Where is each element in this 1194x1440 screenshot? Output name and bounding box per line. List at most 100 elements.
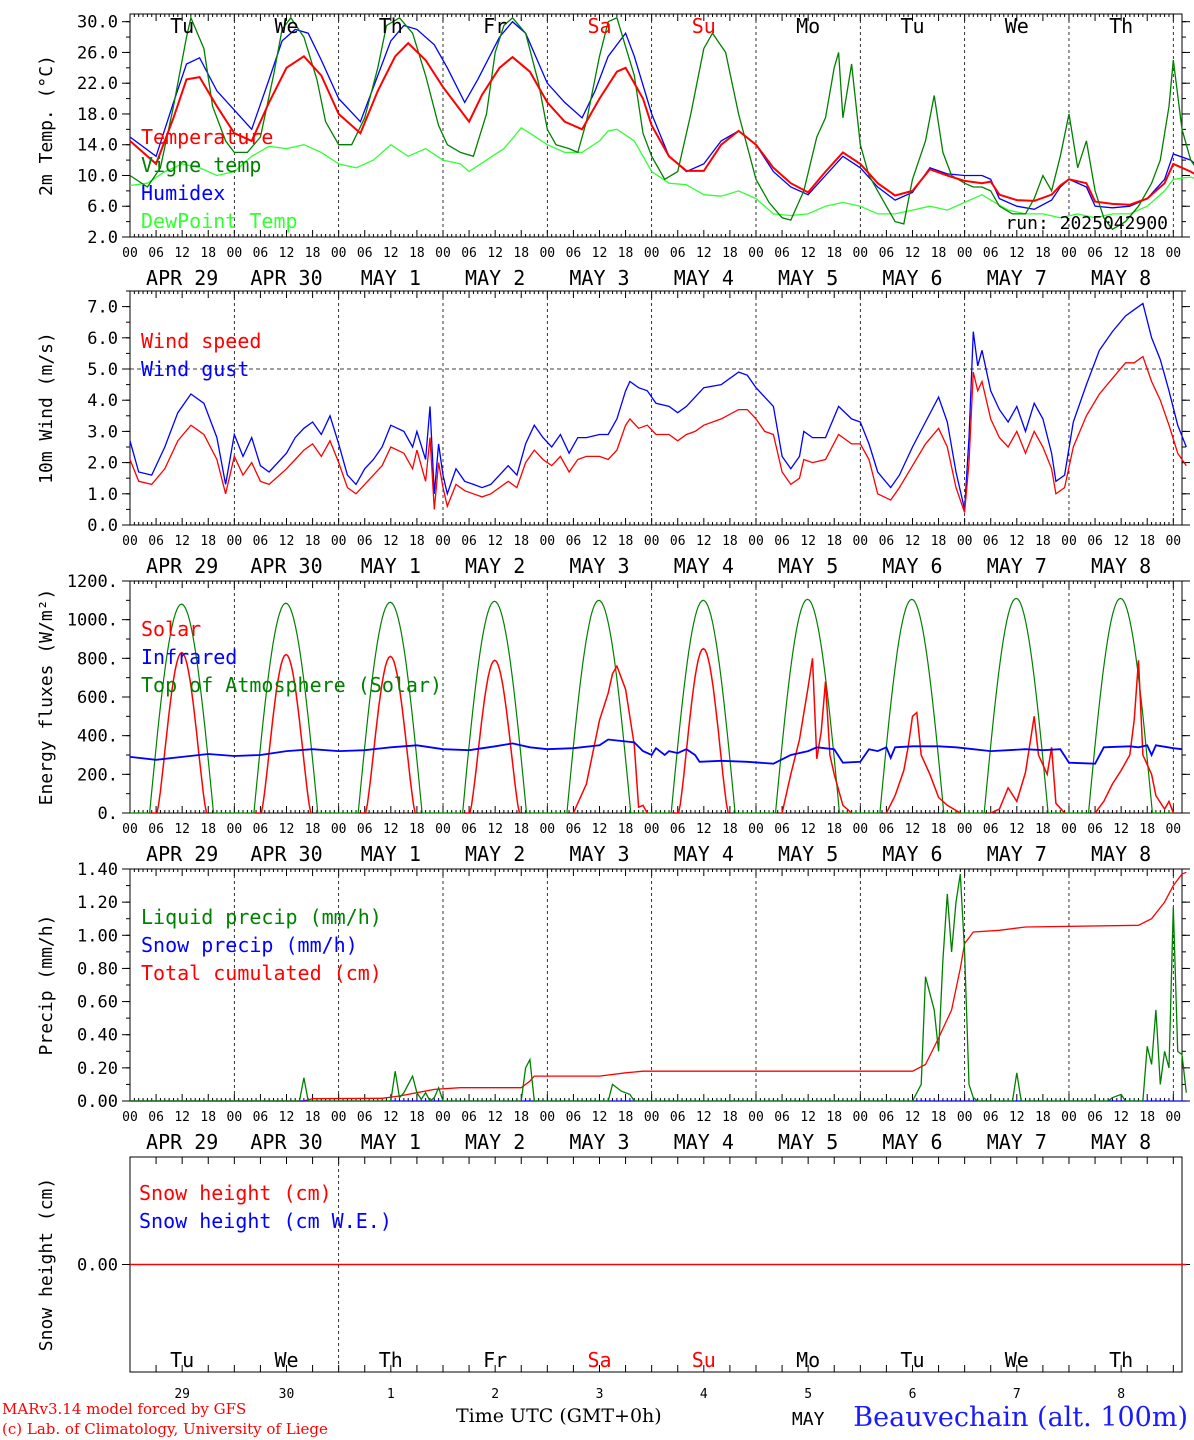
hour-tick-label: 12 xyxy=(905,822,921,837)
day-number-label: 7 xyxy=(1013,1387,1021,1402)
y-axis-label: 10m Wind (m/s) xyxy=(36,332,57,484)
y-tick-label: 30.0 xyxy=(77,13,118,33)
series-top-of-atmosphere xyxy=(130,597,1174,814)
dow-label-bottom: Tu xyxy=(170,1348,194,1372)
day-number-label: 8 xyxy=(1117,1387,1125,1402)
hour-tick-label: 00 xyxy=(957,534,973,549)
hour-tick-label: 18 xyxy=(305,534,321,549)
y-tick-label: 22.0 xyxy=(77,74,118,94)
hour-tick-label: 00 xyxy=(748,822,764,837)
hour-tick-label: 00 xyxy=(1165,534,1181,549)
series-liquid-precip-mm-h xyxy=(130,873,1187,1102)
dow-label-top: We xyxy=(274,14,298,38)
hour-tick-label: 00 xyxy=(539,822,555,837)
date-label: APR 30 xyxy=(250,266,322,290)
day-number-label: 3 xyxy=(596,1387,604,1402)
date-label: MAY 8 xyxy=(1091,266,1151,290)
date-label: APR 29 xyxy=(146,554,218,578)
hour-tick-label: 00 xyxy=(227,534,243,549)
hour-tick-label: 12 xyxy=(905,1110,921,1125)
hour-tick-label: 00 xyxy=(122,1110,138,1125)
hour-tick-label: 18 xyxy=(1139,822,1155,837)
hour-tick-label: 06 xyxy=(357,246,373,261)
credit-model: MARv3.14 model forced by GFS xyxy=(2,1400,247,1418)
hour-tick-label: 18 xyxy=(409,246,425,261)
hour-tick-label: 06 xyxy=(774,246,790,261)
dow-label-bottom: We xyxy=(1005,1348,1029,1372)
series-total-cumulated-cm xyxy=(130,871,1187,1102)
hour-tick-label: 00 xyxy=(227,246,243,261)
hour-tick-label: 12 xyxy=(800,534,816,549)
hour-tick-label: 12 xyxy=(905,534,921,549)
hour-tick-label: 12 xyxy=(696,534,712,549)
hour-tick-label: 18 xyxy=(200,534,216,549)
hour-tick-label: 18 xyxy=(1139,1110,1155,1125)
hour-tick-label: 12 xyxy=(800,822,816,837)
date-label: MAY 8 xyxy=(1091,842,1151,866)
time-axis-label: Time UTC (GMT+0h) xyxy=(456,1405,662,1427)
hour-tick-label: 12 xyxy=(279,534,295,549)
dow-label-top: Su xyxy=(692,14,716,38)
hour-tick-label: 12 xyxy=(383,822,399,837)
hour-tick-label: 12 xyxy=(1113,534,1129,549)
hour-tick-label: 18 xyxy=(618,534,634,549)
y-tick-label: 800. xyxy=(77,649,118,669)
date-label: MAY 1 xyxy=(361,266,421,290)
hour-tick-label: 00 xyxy=(644,822,660,837)
hour-tick-label: 12 xyxy=(1113,246,1129,261)
hour-tick-label: 06 xyxy=(983,534,999,549)
date-label: MAY 1 xyxy=(361,842,421,866)
hour-tick-label: 12 xyxy=(1009,534,1025,549)
hour-tick-label: 12 xyxy=(279,246,295,261)
hour-tick-label: 12 xyxy=(487,822,503,837)
hour-tick-label: 06 xyxy=(983,1110,999,1125)
hour-tick-label: 06 xyxy=(253,534,269,549)
hour-tick-label: 18 xyxy=(513,246,529,261)
panel-frame xyxy=(129,868,1183,1102)
hour-tick-label: 06 xyxy=(1087,1110,1103,1125)
date-label: MAY 4 xyxy=(674,842,734,866)
hour-tick-label: 18 xyxy=(826,534,842,549)
date-label: MAY 5 xyxy=(778,1130,838,1154)
hour-tick-label: 00 xyxy=(852,246,868,261)
hour-tick-label: 12 xyxy=(1009,822,1025,837)
date-label: MAY 2 xyxy=(465,842,525,866)
hour-tick-label: 12 xyxy=(279,1110,295,1125)
hour-tick-label: 06 xyxy=(670,1110,686,1125)
date-label: MAY 1 xyxy=(361,554,421,578)
hour-tick-label: 00 xyxy=(644,534,660,549)
hour-tick-label: 06 xyxy=(670,246,686,261)
hour-tick-label: 00 xyxy=(957,1110,973,1125)
hour-tick-label: 12 xyxy=(1009,246,1025,261)
date-label: MAY 3 xyxy=(569,1130,629,1154)
dow-label-bottom: We xyxy=(274,1348,298,1372)
hour-tick-label: 00 xyxy=(644,246,660,261)
y-tick-label: 7.0 xyxy=(87,298,118,318)
y-tick-label: 6.0 xyxy=(87,329,118,349)
hour-tick-label: 06 xyxy=(253,1110,269,1125)
hour-tick-label: 12 xyxy=(592,1110,608,1125)
hour-tick-label: 18 xyxy=(722,246,738,261)
hour-tick-label: 06 xyxy=(357,534,373,549)
hour-tick-label: 00 xyxy=(748,1110,764,1125)
y-tick-label: 1000. xyxy=(67,611,118,631)
hour-tick-label: 06 xyxy=(774,822,790,837)
hour-tick-label: 06 xyxy=(774,534,790,549)
hour-tick-label: 00 xyxy=(957,822,973,837)
y-axis-label: Energy fluxes (W/m²) xyxy=(36,589,57,806)
date-label: APR 29 xyxy=(146,1130,218,1154)
date-label: APR 30 xyxy=(250,554,322,578)
legend-entry: Snow height (cm W.E.) xyxy=(139,1209,392,1233)
date-label: APR 30 xyxy=(250,1130,322,1154)
date-label: MAY 7 xyxy=(987,554,1047,578)
dow-label-bottom: Sa xyxy=(587,1348,611,1372)
hour-tick-label: 00 xyxy=(1165,822,1181,837)
hour-tick-label: 18 xyxy=(826,246,842,261)
hour-tick-label: 00 xyxy=(539,534,555,549)
hour-tick-label: 18 xyxy=(305,822,321,837)
series-dewpoint-temp xyxy=(129,126,1194,219)
y-tick-label: 0.00 xyxy=(77,1092,118,1112)
hour-tick-label: 00 xyxy=(1165,1110,1181,1125)
hour-tick-label: 12 xyxy=(174,246,190,261)
y-tick-label: 3.0 xyxy=(87,422,118,442)
